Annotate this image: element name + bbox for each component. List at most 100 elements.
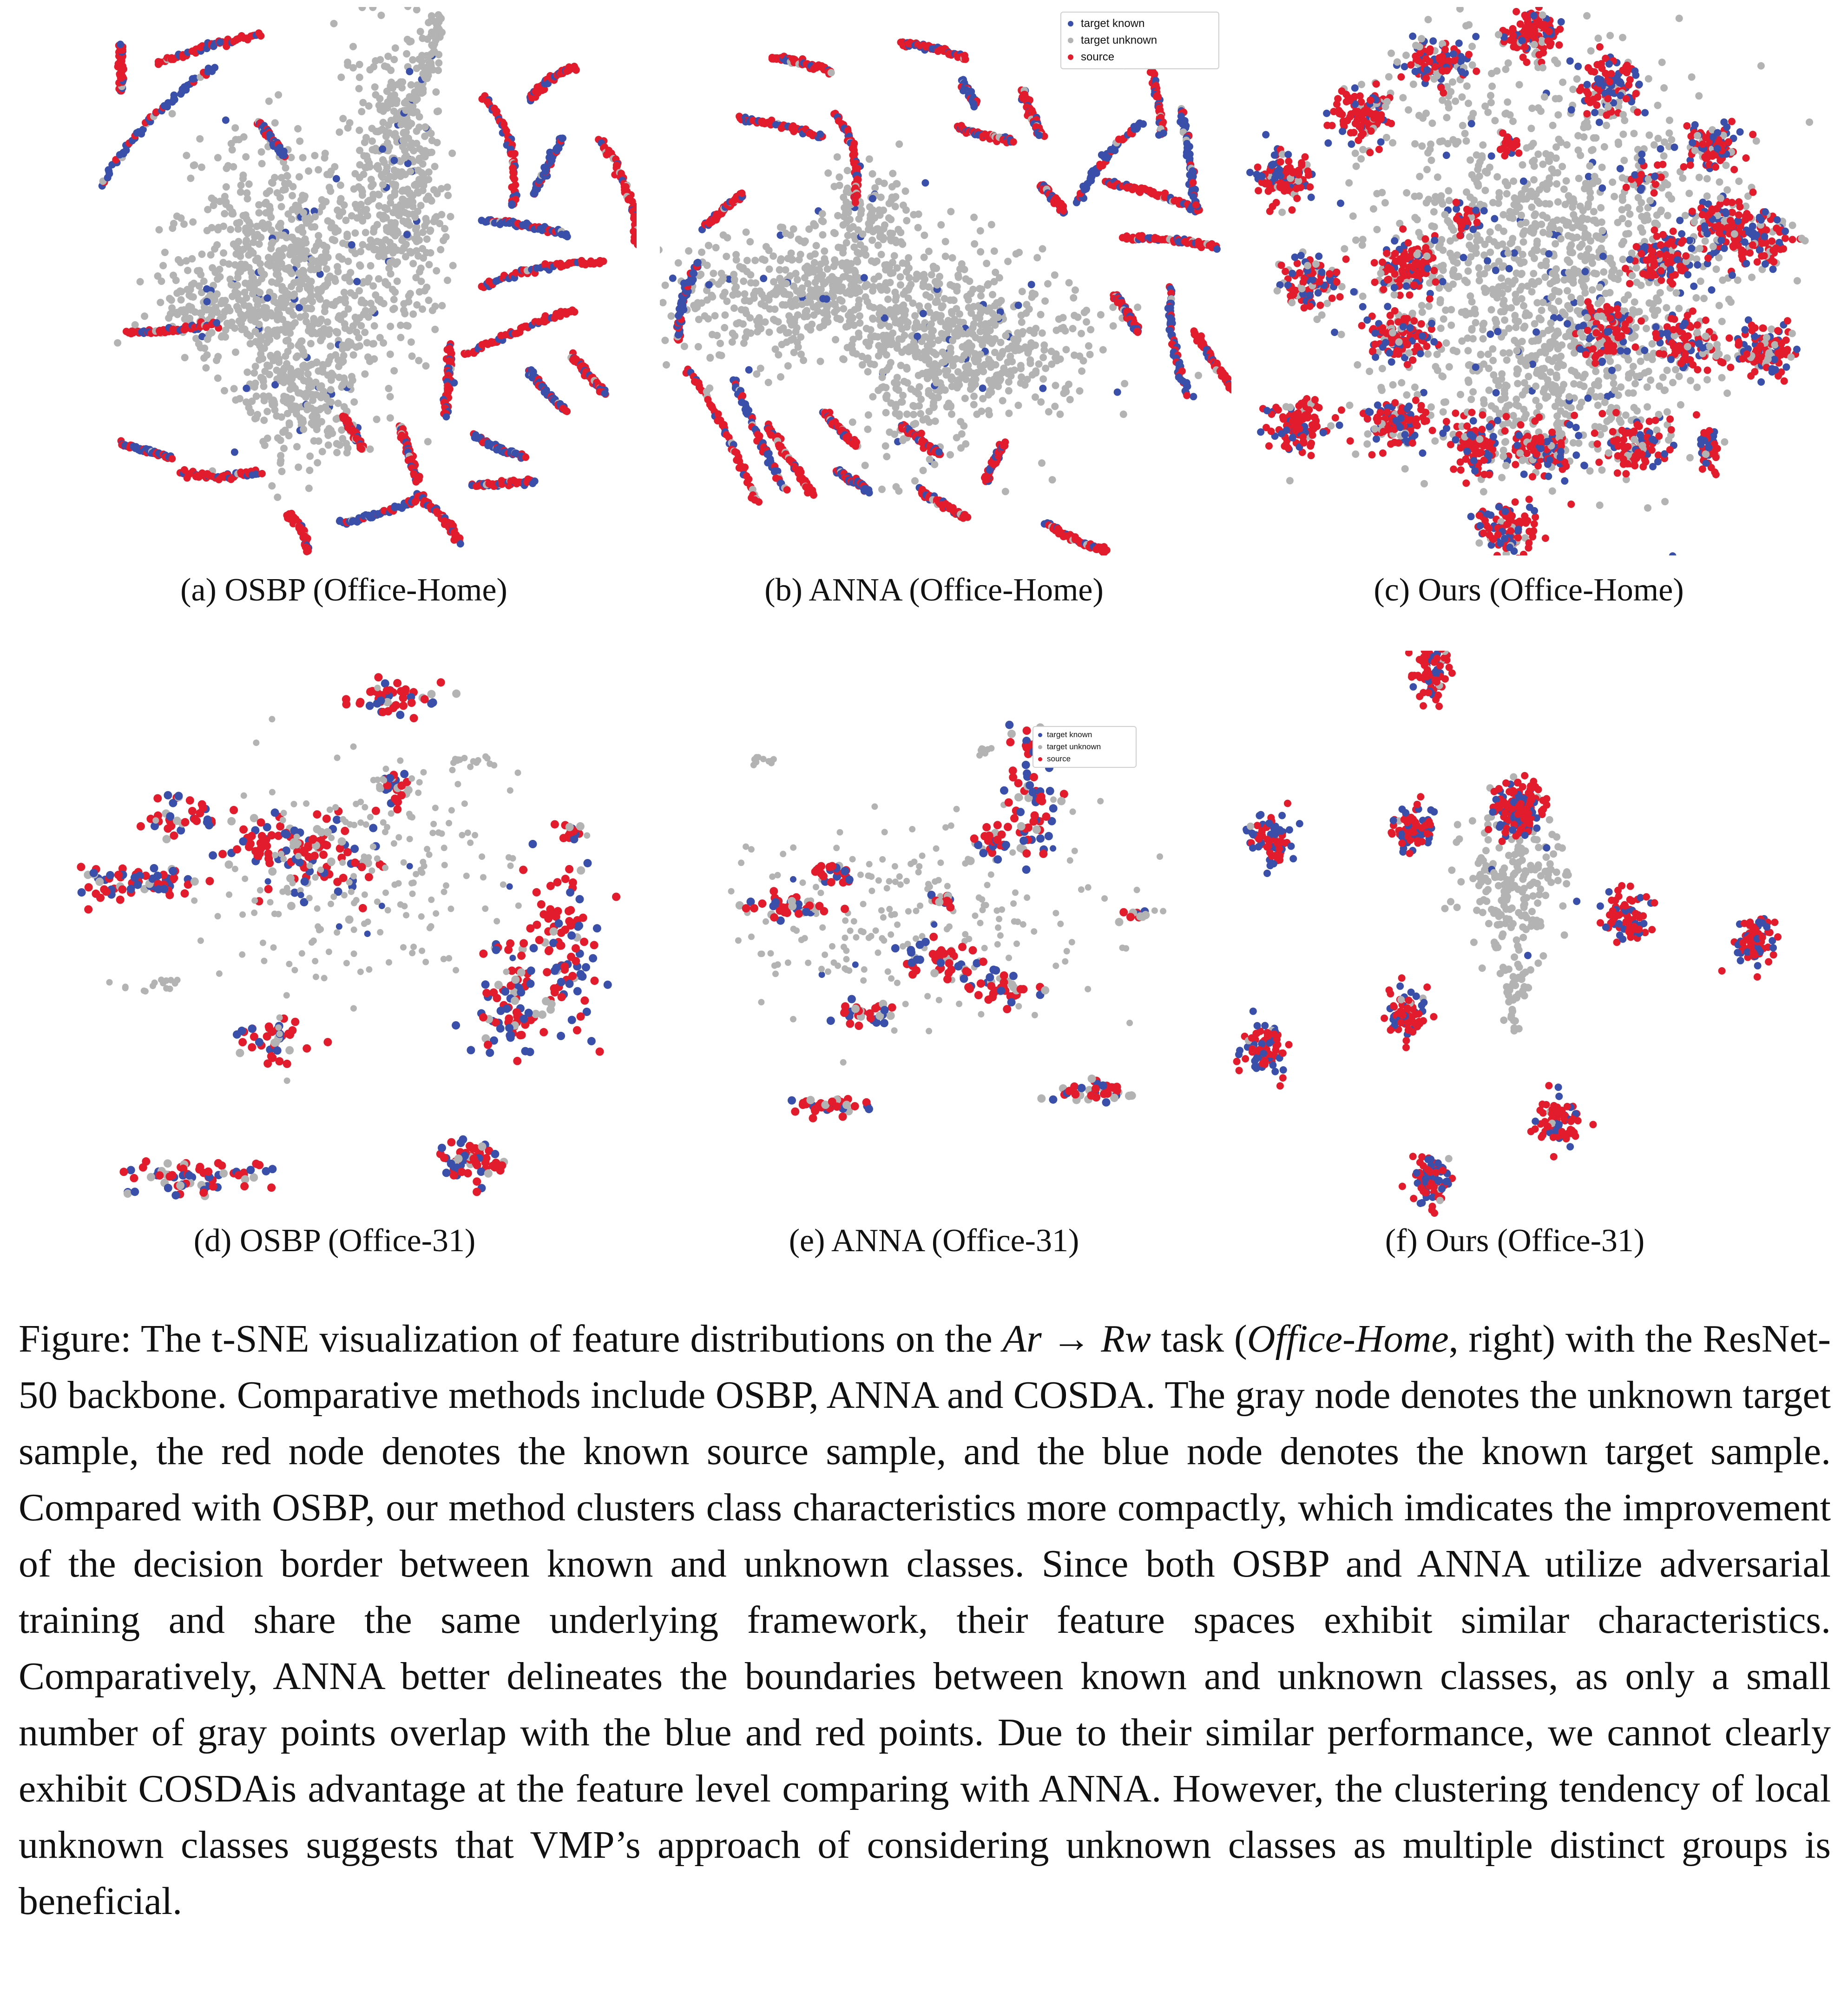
scatter-point <box>955 381 963 389</box>
scatter-point <box>816 300 824 308</box>
scatter-point <box>405 298 413 306</box>
scatter-point <box>403 50 411 58</box>
scatter-point <box>1051 271 1059 279</box>
scatter-point <box>258 275 266 283</box>
scatter-point <box>921 231 928 239</box>
scatter-point <box>393 277 401 285</box>
scatter-point <box>327 187 335 195</box>
scatter-point <box>365 197 373 205</box>
scatter-point <box>1032 369 1040 377</box>
scatter-point <box>930 264 938 272</box>
scatter-point <box>995 299 1003 307</box>
scatter-point <box>313 242 321 250</box>
scatter-point <box>840 193 848 201</box>
scatter-point <box>976 227 984 235</box>
scatter-point <box>910 211 918 218</box>
scatter-point <box>900 377 908 385</box>
scatter-point <box>413 139 421 147</box>
scatter-point <box>690 270 698 277</box>
scatter-point <box>230 240 237 248</box>
scatter-point <box>318 203 326 211</box>
scatter-point <box>266 187 274 195</box>
scatter-point <box>834 286 842 294</box>
scatter-point <box>279 428 287 436</box>
scatter-point <box>531 477 539 485</box>
scatter-point <box>438 211 446 218</box>
scatter-point <box>279 186 287 194</box>
scatter-point <box>971 240 979 248</box>
scatter-point <box>732 251 740 258</box>
scatter-point <box>276 231 283 239</box>
scatter-point <box>243 330 251 338</box>
scatter-point <box>669 274 677 282</box>
scatter-point <box>379 107 387 115</box>
scatter-point <box>321 150 329 157</box>
scatter-point <box>271 381 279 389</box>
scatter-point <box>704 242 712 250</box>
scatter-point <box>245 264 253 271</box>
scatter-point <box>1065 380 1072 388</box>
scatter-point <box>1017 362 1025 370</box>
scatter-point <box>919 310 927 317</box>
scatter-point <box>361 329 369 337</box>
scatter-point <box>830 300 838 308</box>
scatter-point <box>346 381 354 389</box>
scatter-point <box>314 291 322 299</box>
scatter-point <box>198 251 206 258</box>
scatter-point <box>1086 350 1094 358</box>
scatter-point <box>243 195 251 203</box>
scatter-point <box>794 343 802 351</box>
scatter-point <box>206 291 214 299</box>
scatter-point <box>875 283 883 290</box>
scatter-point <box>889 170 897 178</box>
scatter-point <box>765 296 773 304</box>
scatter-point <box>821 247 829 255</box>
scatter-point <box>311 418 318 426</box>
scatter-point <box>271 119 279 127</box>
scatter-point <box>1069 325 1077 332</box>
scatter-point <box>924 373 932 381</box>
scatter-point <box>909 299 917 307</box>
scatter-point <box>1044 280 1052 288</box>
scatter-point <box>300 376 308 384</box>
scatter-point <box>313 412 321 420</box>
scatter-point <box>921 356 929 364</box>
scatter-point <box>385 228 393 236</box>
scatter-point <box>311 152 319 159</box>
scatter-point <box>999 348 1006 356</box>
scatter-point <box>330 20 338 27</box>
scatter-point <box>449 262 457 270</box>
scatter-point <box>931 360 939 368</box>
scatter-point <box>809 491 817 499</box>
scatter-point <box>420 171 427 178</box>
scatter-point <box>881 314 888 322</box>
scatter-point <box>804 268 812 276</box>
scatter-point <box>970 213 978 221</box>
scatter-point <box>409 56 417 64</box>
scatter-point <box>806 298 814 306</box>
scatter-point <box>903 410 911 418</box>
scatter-point <box>882 279 890 287</box>
scatter-point <box>436 13 444 21</box>
scatter-point <box>403 35 411 43</box>
scatter-point <box>830 263 838 271</box>
scatter-point <box>777 255 785 263</box>
scatter-point <box>339 435 347 442</box>
scatter-point <box>280 152 288 159</box>
scatter-point <box>314 264 322 272</box>
scatter-point <box>1072 286 1079 294</box>
scatter-point <box>340 352 348 359</box>
scatter-point <box>882 409 890 416</box>
scatter-point <box>420 254 427 262</box>
scatter-point <box>926 308 934 316</box>
scatter-point <box>995 274 1003 282</box>
scatter-point <box>290 290 298 298</box>
scatter-point <box>991 321 999 329</box>
scatter-point <box>345 338 353 345</box>
scatter-point <box>987 363 995 371</box>
scatter-point <box>903 323 911 331</box>
scatter-point <box>256 289 264 297</box>
scatter-point <box>380 158 388 166</box>
scatter-point <box>295 389 302 397</box>
scatter-point <box>370 246 378 254</box>
